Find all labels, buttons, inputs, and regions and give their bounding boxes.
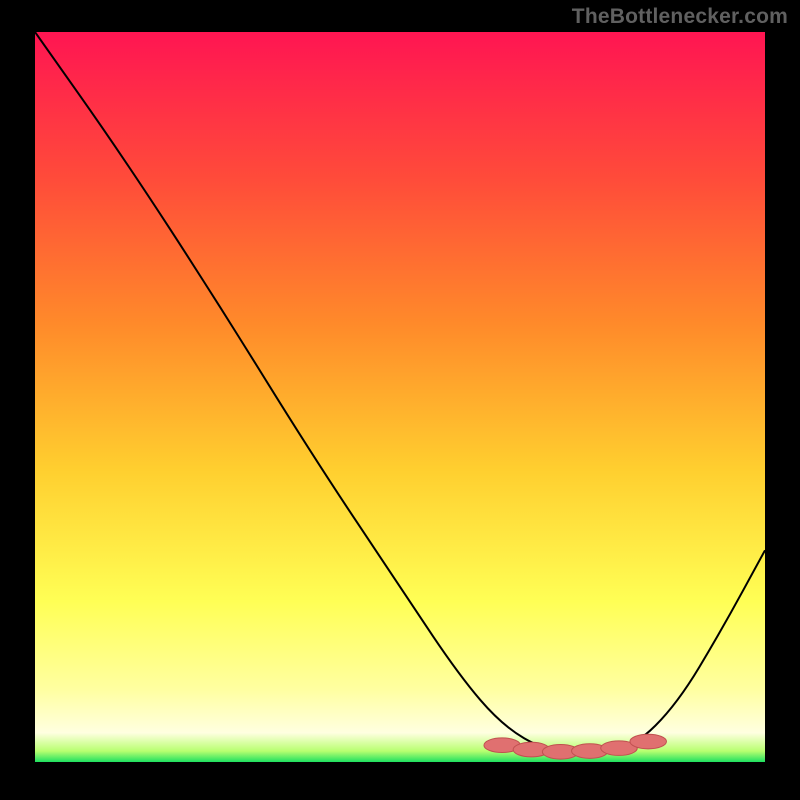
marker-group — [484, 734, 667, 759]
curve-layer — [35, 32, 765, 762]
marker-dot — [630, 734, 667, 749]
chart-frame: TheBottlenecker.com — [0, 0, 800, 800]
bottleneck-curve — [35, 32, 765, 753]
watermark-text: TheBottlenecker.com — [572, 5, 788, 29]
chart-area — [35, 32, 765, 772]
